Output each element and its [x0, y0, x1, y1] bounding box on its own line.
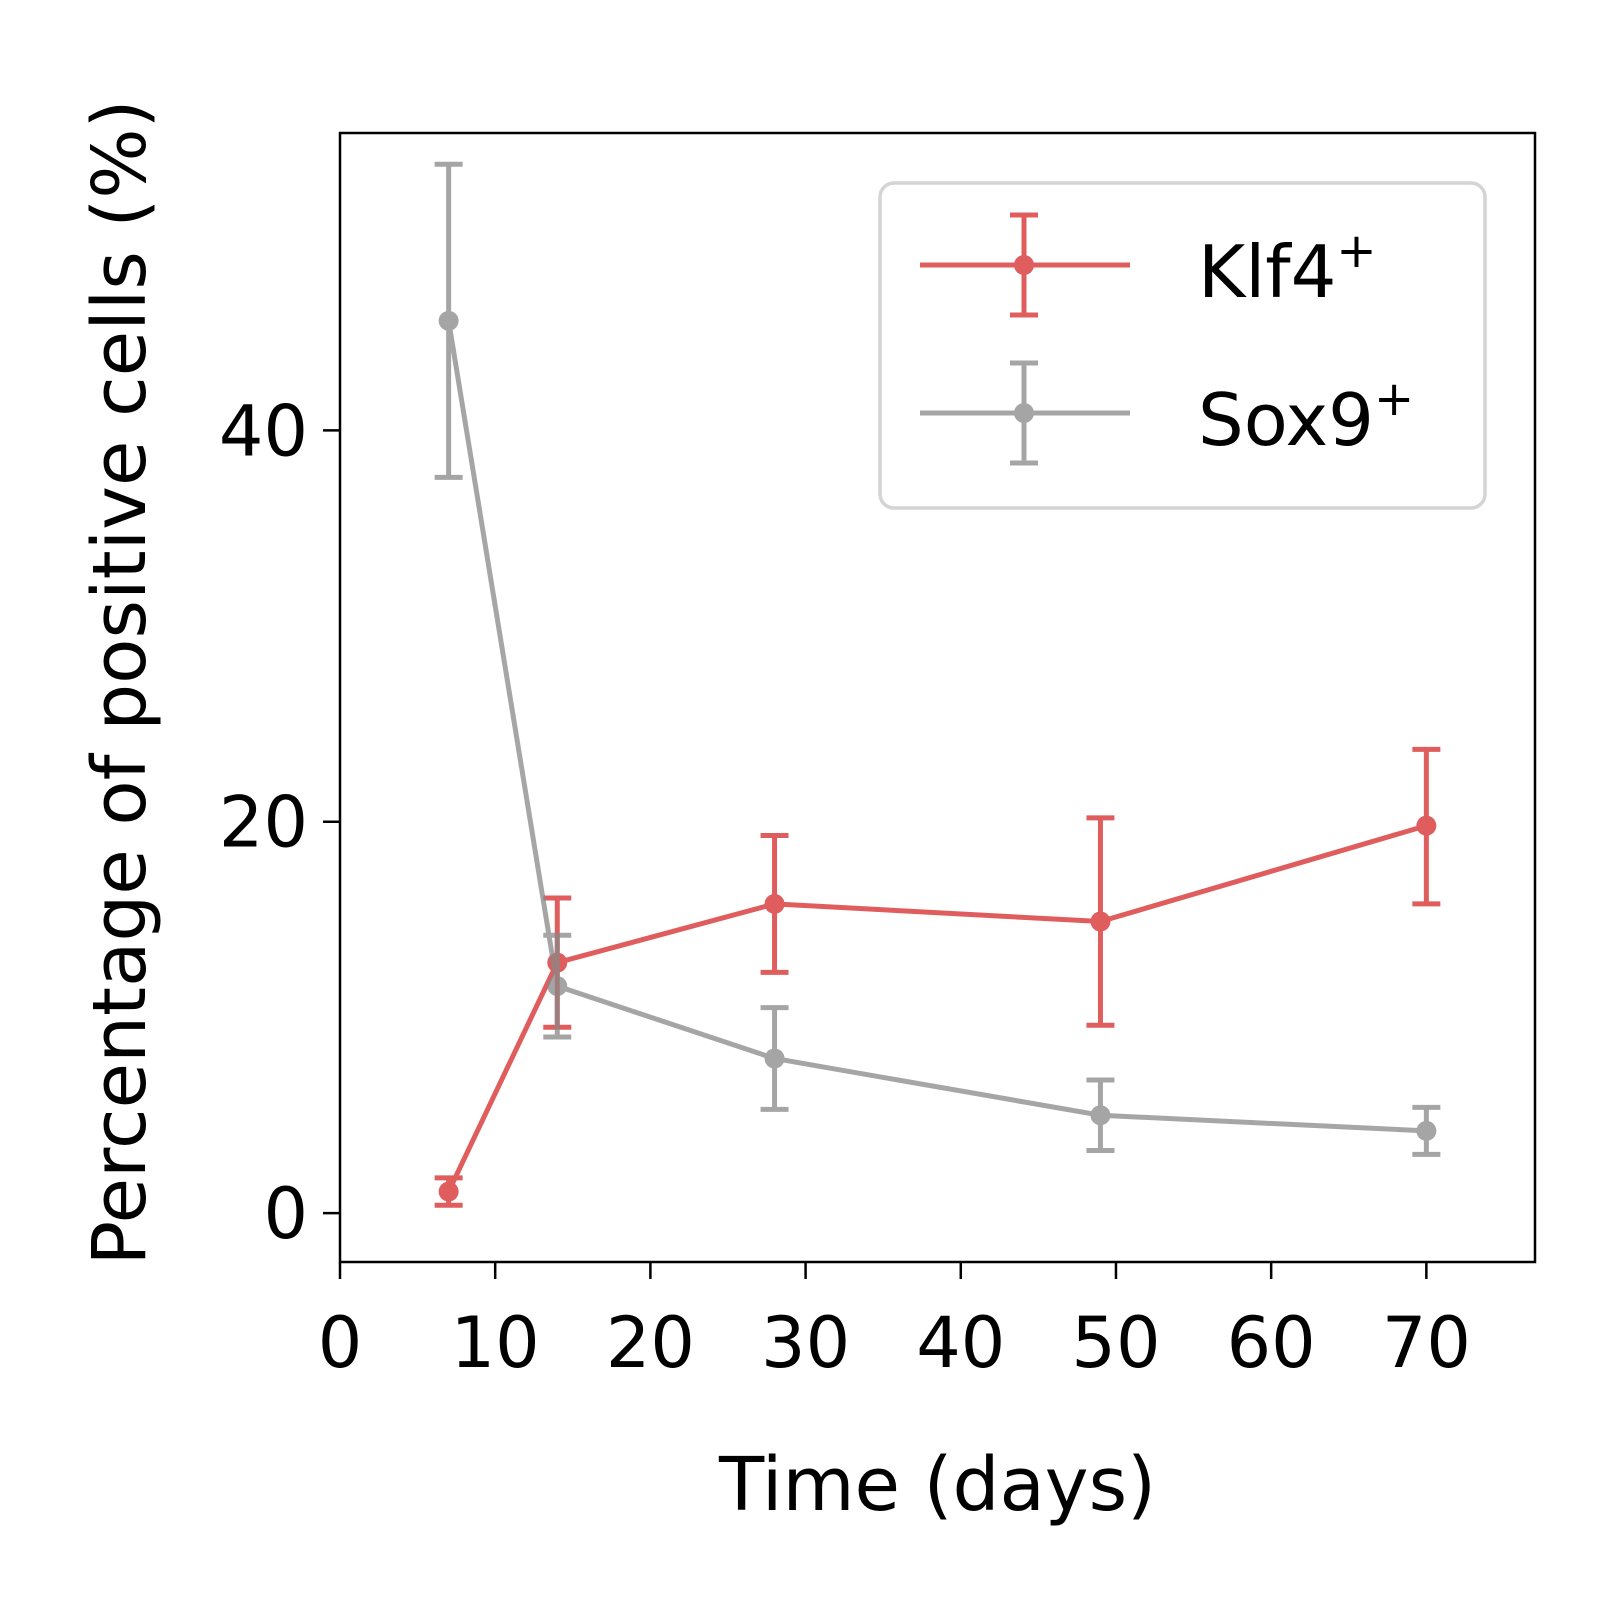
y-tick-label: 20 — [219, 782, 308, 864]
data-point-klf4 — [764, 893, 785, 914]
legend-label-superscript: + — [1374, 371, 1414, 427]
legend: Klf4+Sox9+ — [878, 181, 1487, 510]
data-point-klf4 — [438, 1181, 459, 1202]
y-axis-label: Percentage of positive cells (%) — [77, 100, 163, 1266]
data-point-klf4 — [1416, 815, 1437, 836]
data-point-sox9 — [764, 1048, 785, 1069]
data-point-sox9 — [547, 976, 568, 997]
series-klf4 — [434, 746, 1441, 1208]
y-tick-label: 0 — [263, 1173, 308, 1255]
y-axis: 0 20 40 — [219, 390, 340, 1255]
legend-box — [878, 181, 1487, 510]
legend-point — [1014, 403, 1034, 423]
data-point-sox9 — [1416, 1120, 1437, 1141]
legend-label-superscript: + — [1336, 223, 1376, 279]
plot-frame — [338, 131, 1537, 1264]
series-sox9 — [434, 161, 1441, 1157]
data-point-klf4 — [1090, 911, 1111, 932]
y-tick-label: 40 — [219, 390, 308, 472]
data-point-sox9 — [438, 310, 459, 331]
x-axis: 0 10 20 30 40 50 60 70 — [318, 1262, 1471, 1384]
legend-marker-klf4 — [920, 212, 1130, 318]
x-axis-label: Time (days) — [718, 1442, 1156, 1528]
x-tick-label: 50 — [1071, 1302, 1160, 1384]
x-tick-label: 30 — [761, 1302, 850, 1384]
x-tick-label: 60 — [1227, 1302, 1316, 1384]
legend-label-klf4: Klf4+ — [1198, 223, 1377, 314]
legend-point — [1014, 255, 1034, 275]
x-tick-label: 10 — [451, 1302, 540, 1384]
x-tick-label: 70 — [1382, 1302, 1471, 1384]
legend-entry-klf4: Klf4+ — [920, 212, 1377, 318]
x-tick-label: 0 — [318, 1302, 363, 1384]
data-point-sox9 — [1090, 1105, 1111, 1126]
legend-marker-sox9 — [920, 360, 1130, 466]
plot-area — [434, 161, 1441, 1208]
x-tick-label: 20 — [606, 1302, 695, 1384]
x-tick-label: 40 — [916, 1302, 1005, 1384]
